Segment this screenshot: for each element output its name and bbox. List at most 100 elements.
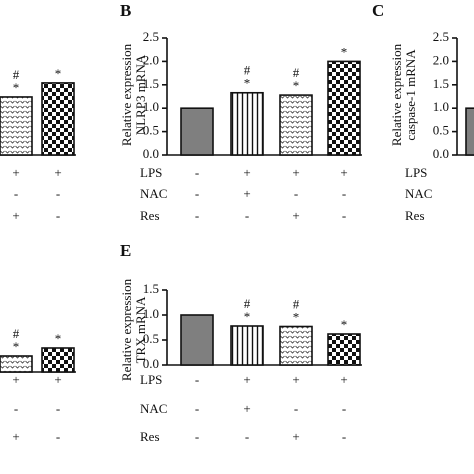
treatment-sign: + — [292, 372, 299, 387]
y-tick-label: 2.5 — [433, 29, 449, 44]
treatment-sign: - — [195, 401, 199, 416]
significance-mark: # — [293, 65, 300, 80]
y-axis-label: Relative expression — [389, 43, 404, 146]
y-axis-label: TRX mRNA — [133, 296, 148, 363]
y-axis-label: caspase-1 mRNA — [403, 49, 418, 141]
y-tick-label: 1.5 — [143, 76, 159, 91]
significance-mark: # — [244, 296, 251, 311]
treatment-sign: + — [292, 165, 299, 180]
bar — [230, 91, 264, 156]
treatment-sign: - — [294, 186, 298, 201]
y-tick-label: 2.0 — [433, 52, 449, 67]
significance-mark: * — [13, 80, 20, 95]
panel-label: E — [120, 241, 131, 260]
treatment-sign: - — [342, 208, 346, 223]
y-tick-label: 1.0 — [143, 99, 159, 114]
treatment-sign: + — [243, 401, 250, 416]
y-tick-label: 0.5 — [143, 331, 159, 346]
bar — [465, 107, 474, 156]
treatment-sign: - — [56, 429, 60, 444]
treatment-sign: + — [340, 165, 347, 180]
significance-mark: * — [55, 66, 62, 81]
bar — [230, 325, 264, 366]
treatment-sign: - — [195, 165, 199, 180]
panel-label: C — [372, 1, 384, 20]
treatment-name: NAC — [405, 186, 432, 201]
bar — [279, 325, 313, 366]
bar — [279, 94, 313, 156]
treatment-sign: + — [12, 372, 19, 387]
treatment-sign: - — [245, 208, 249, 223]
significance-mark: # — [293, 296, 300, 311]
treatment-name: NAC — [140, 186, 167, 201]
treatment-sign: + — [54, 165, 61, 180]
treatment-sign: - — [14, 401, 18, 416]
treatment-sign: + — [12, 208, 19, 223]
treatment-sign: + — [340, 372, 347, 387]
treatment-sign: - — [342, 429, 346, 444]
y-tick-label: 0.5 — [433, 123, 449, 138]
treatment-name: NAC — [140, 401, 167, 416]
treatment-sign: - — [56, 208, 60, 223]
treatment-sign: - — [245, 429, 249, 444]
treatment-sign: - — [56, 401, 60, 416]
significance-mark: * — [13, 339, 20, 354]
treatment-sign: - — [294, 401, 298, 416]
y-tick-label: 1.5 — [433, 76, 449, 91]
significance-mark: * — [341, 44, 348, 59]
bar — [327, 333, 361, 366]
treatment-name: LPS — [140, 372, 162, 387]
significance-mark: # — [13, 326, 20, 341]
bar — [41, 82, 75, 156]
y-tick-label: 0.0 — [143, 146, 159, 161]
panel-label: B — [120, 1, 131, 20]
y-axis-label: NLRP3 mRNA — [133, 54, 148, 135]
y-axis-label: Relative expression — [119, 278, 134, 381]
treatment-name: LPS — [405, 165, 427, 180]
bar — [180, 107, 214, 156]
treatment-sign: - — [195, 372, 199, 387]
y-tick-label: 1.0 — [433, 99, 449, 114]
treatment-sign: - — [14, 186, 18, 201]
treatment-sign: + — [12, 165, 19, 180]
y-tick-label: 2.0 — [143, 52, 159, 67]
treatment-sign: + — [12, 429, 19, 444]
treatment-sign: - — [56, 186, 60, 201]
treatment-name: Res — [140, 208, 160, 223]
y-tick-label: 0.0 — [143, 356, 159, 371]
y-tick-label: 1.0 — [143, 306, 159, 321]
y-tick-label: 0.5 — [143, 123, 159, 138]
significance-mark: # — [244, 63, 251, 78]
treatment-sign: + — [243, 165, 250, 180]
y-axis-label: Relative expression — [119, 43, 134, 146]
significance-mark: * — [293, 78, 300, 93]
bar — [41, 347, 75, 373]
significance-mark: * — [55, 331, 62, 346]
significance-mark: * — [341, 317, 348, 332]
treatment-sign: + — [243, 372, 250, 387]
treatment-name: LPS — [140, 165, 162, 180]
y-tick-label: 0.0 — [433, 146, 449, 161]
bar — [180, 314, 214, 366]
treatment-sign: + — [243, 186, 250, 201]
significance-mark: * — [244, 76, 251, 91]
treatment-sign: - — [342, 186, 346, 201]
treatment-sign: + — [54, 372, 61, 387]
treatment-sign: - — [195, 429, 199, 444]
treatment-sign: + — [292, 429, 299, 444]
y-tick-label: 1.5 — [143, 281, 159, 296]
y-tick-label: 2.5 — [143, 29, 159, 44]
bar — [0, 96, 33, 156]
significance-mark: * — [244, 309, 251, 324]
treatment-name: Res — [405, 208, 425, 223]
treatment-sign: + — [292, 208, 299, 223]
treatment-name: Res — [140, 429, 160, 444]
bar — [327, 60, 361, 156]
treatment-sign: - — [195, 186, 199, 201]
significance-mark: * — [293, 309, 300, 324]
bar — [0, 355, 33, 373]
significance-mark: # — [13, 67, 20, 82]
treatment-sign: - — [342, 401, 346, 416]
treatment-sign: - — [195, 208, 199, 223]
